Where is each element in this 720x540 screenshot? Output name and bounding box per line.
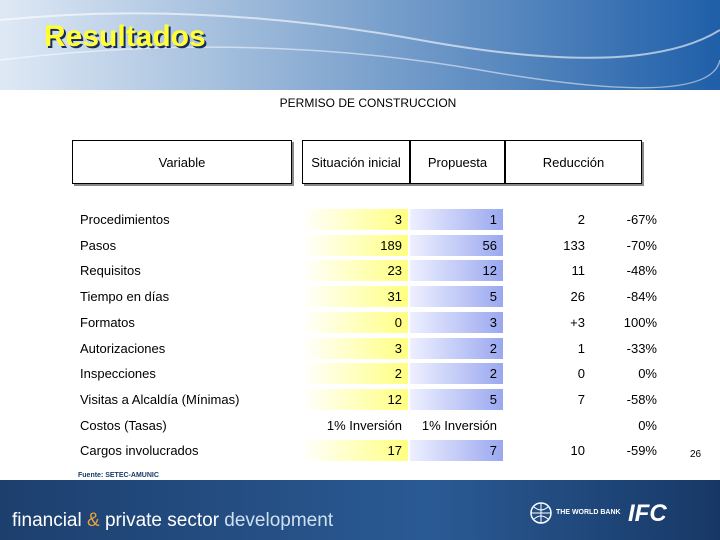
cell: 2 <box>410 363 503 385</box>
cell: 7 <box>410 440 503 462</box>
cell: 2 <box>577 212 585 227</box>
cell: 5 <box>410 286 503 308</box>
cell: 2 <box>302 363 408 385</box>
cell: -59% <box>626 443 657 459</box>
cell: 12 <box>410 260 503 282</box>
cell: 26 <box>570 289 585 305</box>
footer-tagline: financial & private sector development <box>12 510 333 532</box>
cell: -48% <box>626 263 657 279</box>
cell: 11 <box>571 263 586 279</box>
cell: 12 <box>302 388 408 410</box>
row-label: Autorizaciones <box>80 340 166 356</box>
cell: 189 <box>302 234 408 256</box>
cell: 0% <box>638 417 657 433</box>
tagline-word: financial <box>12 510 82 531</box>
column-header: Propuesta <box>410 140 505 184</box>
source: Fuente: SETEC-AMUNIC <box>78 472 159 479</box>
cell: -67% <box>626 212 657 227</box>
title: Resultados <box>44 20 206 53</box>
column-header: Variable <box>72 140 292 184</box>
row-label: Formatos <box>80 314 135 330</box>
tagline-word: development <box>224 510 334 531</box>
tagline-amp: & <box>87 510 100 531</box>
column-header: Reducción <box>505 140 642 184</box>
cell: -84% <box>626 289 657 305</box>
row-label: Costos (Tasas) <box>80 417 167 433</box>
cell: 2 <box>410 337 503 359</box>
world-bank-text: THE WORLD BANK <box>556 509 621 516</box>
cell: 17 <box>302 440 408 462</box>
cell: 5 <box>410 388 503 410</box>
cell: 133 <box>563 237 585 253</box>
cell: 31 <box>302 286 408 308</box>
cell: +3 <box>570 314 585 330</box>
cell: 1% Inversión <box>421 417 497 433</box>
cell: 100% <box>623 314 657 330</box>
cell: -33% <box>626 340 657 356</box>
cell: 3 <box>302 209 408 230</box>
column-header: Situación inicial <box>302 140 410 184</box>
cell: 0 <box>302 311 408 333</box>
cell: 3 <box>410 311 503 333</box>
row-label: Tiempo en días <box>80 289 170 305</box>
cell: 1 <box>410 209 503 230</box>
cell: -58% <box>626 391 657 407</box>
page-number: 26 <box>690 449 702 460</box>
cell: 1 <box>577 340 585 356</box>
cell: 10 <box>570 443 585 459</box>
cell: -70% <box>626 237 657 253</box>
header-banner <box>0 0 720 90</box>
cell: 56 <box>410 234 503 256</box>
footer-band: financial & private sector development T… <box>0 480 720 540</box>
row-label: Inspecciones <box>80 366 156 382</box>
row-label: Visitas a Alcaldía (Mínimas) <box>80 391 240 407</box>
cell: 0% <box>638 366 657 382</box>
row-label: Requisitos <box>80 263 141 279</box>
row-label: Cargos involucrados <box>80 443 199 459</box>
row-label: Procedimientos <box>80 212 170 227</box>
world-bank-logo <box>530 502 552 524</box>
cell: 3 <box>302 337 408 359</box>
cell: 1% Inversión <box>326 417 402 433</box>
cell: 23 <box>302 260 408 282</box>
row-label: Pasos <box>80 237 117 253</box>
cell: 0 <box>577 366 585 382</box>
ifc-logo: IFC <box>628 500 667 527</box>
table-caption: PERMISO DE CONSTRUCCION <box>279 96 457 110</box>
cell: 7 <box>577 391 585 407</box>
tagline-word: private sector <box>104 510 220 531</box>
